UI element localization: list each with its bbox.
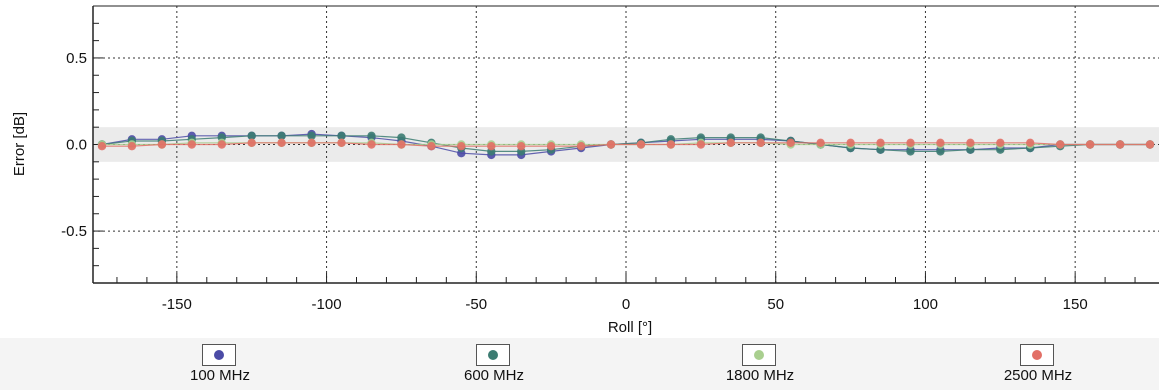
x-tick-label: 100 [913, 296, 938, 313]
data-point-series-3 [157, 140, 167, 149]
data-point-series-3 [966, 138, 975, 147]
data-point-series-3 [217, 140, 226, 149]
y-tick-label: 0.5 [66, 50, 87, 67]
x-tick-label: 0 [622, 296, 630, 313]
data-point-series-3 [606, 140, 616, 149]
data-point-series-3 [756, 138, 765, 147]
series-layer [97, 129, 1155, 160]
legend-label: 2500 MHz [1003, 367, 1073, 384]
data-point-series-3 [337, 138, 346, 147]
legend-swatch-box [742, 344, 776, 366]
grid-layer [93, 6, 1159, 283]
data-point-series-3 [247, 138, 256, 147]
data-point-series-3 [876, 138, 885, 147]
legend-label: 1800 MHz [725, 367, 795, 384]
legend-marker-icon [1032, 350, 1042, 360]
data-point-series-3 [367, 140, 376, 149]
x-tick-label: 50 [767, 296, 784, 313]
data-point-series-1 [367, 131, 376, 140]
data-point-series-3 [277, 138, 286, 147]
data-point-series-1 [277, 131, 286, 140]
data-point-series-3 [1115, 140, 1125, 149]
data-point-series-3 [1056, 140, 1065, 149]
legend-item-100mhz[interactable]: 100 MHz [150, 342, 290, 386]
data-point-series-1 [247, 131, 256, 140]
series-line-1 [101, 135, 1150, 152]
data-point-series-1 [936, 147, 945, 156]
tick-labels-layer: -150 -100 -50 0 50 100 150 0.5 0.0 -0.5 [61, 50, 1088, 313]
data-point-series-3 [786, 138, 795, 147]
y-tick-label: -0.5 [61, 223, 87, 240]
legend-marker-icon [214, 350, 224, 360]
data-point-series-3 [307, 138, 316, 147]
data-point-series-3 [487, 142, 496, 151]
legend-item-600mhz[interactable]: 600 MHz [424, 342, 564, 386]
legend-marker-icon [754, 350, 764, 360]
x-tick-label: 150 [1063, 296, 1088, 313]
data-point-series-3 [97, 142, 107, 151]
legend-marker-icon [488, 350, 498, 360]
axes-layer [92, 5, 1159, 284]
legend-swatch-box [1020, 344, 1054, 366]
data-point-series-3 [1085, 140, 1095, 149]
data-point-series-3 [846, 138, 855, 147]
data-point-series-3 [427, 142, 436, 151]
data-point-series-3 [457, 142, 466, 151]
data-point-series-3 [517, 142, 526, 151]
data-point-series-3 [936, 138, 945, 147]
legend-item-2500mhz[interactable]: 2500 MHz [968, 342, 1108, 386]
legend-label: 100 MHz [189, 367, 251, 384]
x-axis-title: Roll [°] [608, 319, 652, 336]
data-point-series-1 [307, 131, 316, 140]
legend-item-1800mhz[interactable]: 1800 MHz [690, 342, 830, 386]
y-axis-title: Error [dB] [11, 112, 28, 176]
legend-swatch-box [476, 344, 510, 366]
legend: 100 MHz 600 MHz 1800 MHz 2500 MHz [0, 338, 1159, 390]
data-point-series-3 [1145, 140, 1155, 149]
data-point-series-3 [816, 138, 825, 147]
data-point-series-3 [906, 138, 915, 147]
legend-label: 600 MHz [463, 367, 525, 384]
data-point-series-3 [726, 138, 735, 147]
x-tick-label: -150 [162, 296, 192, 313]
y-tick-label: 0.0 [66, 137, 87, 154]
x-tick-label: -50 [465, 296, 487, 313]
data-point-series-3 [127, 142, 137, 151]
x-tick-label: -100 [312, 296, 342, 313]
data-point-series-3 [696, 140, 706, 149]
series-line-3 [102, 142, 1150, 147]
legend-swatch-box [202, 344, 236, 366]
data-point-series-3 [1026, 138, 1035, 147]
data-point-series-3 [187, 140, 196, 149]
data-point-series-3 [666, 140, 676, 149]
data-point-series-1 [397, 133, 406, 142]
data-point-series-3 [636, 140, 646, 149]
data-point-series-3 [996, 138, 1005, 147]
data-point-series-1 [337, 131, 346, 140]
data-point-series-3 [546, 142, 556, 151]
data-point-series-3 [397, 140, 406, 149]
data-point-series-1 [906, 147, 915, 156]
data-point-series-3 [576, 142, 586, 151]
